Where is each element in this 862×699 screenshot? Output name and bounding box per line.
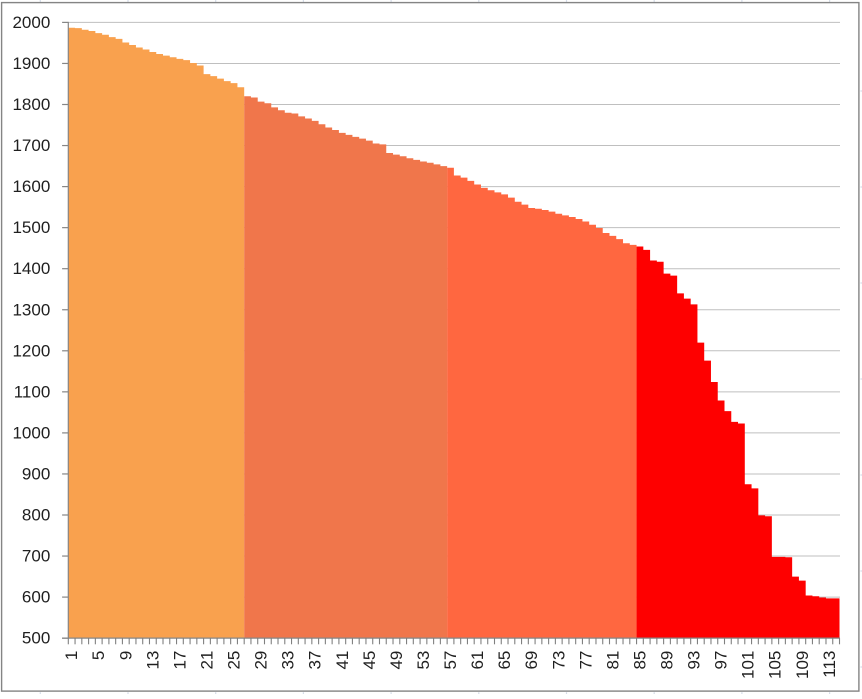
- svg-text:17: 17: [170, 651, 189, 670]
- svg-text:1900: 1900: [12, 54, 50, 73]
- svg-text:105: 105: [766, 651, 785, 679]
- svg-text:57: 57: [441, 651, 460, 670]
- svg-text:21: 21: [197, 651, 216, 670]
- svg-text:73: 73: [549, 651, 568, 670]
- svg-text:5: 5: [89, 651, 108, 660]
- svg-text:500: 500: [22, 629, 50, 648]
- svg-text:85: 85: [630, 651, 649, 670]
- svg-text:9: 9: [116, 651, 135, 660]
- svg-text:800: 800: [22, 506, 50, 525]
- svg-text:61: 61: [468, 651, 487, 670]
- svg-text:97: 97: [712, 651, 731, 670]
- svg-text:1600: 1600: [12, 177, 50, 196]
- svg-text:113: 113: [820, 651, 839, 678]
- svg-text:1700: 1700: [12, 136, 50, 155]
- svg-text:69: 69: [522, 651, 541, 670]
- svg-text:900: 900: [22, 464, 50, 483]
- svg-text:25: 25: [225, 651, 244, 670]
- svg-text:1000: 1000: [12, 423, 50, 442]
- svg-text:2000: 2000: [12, 13, 50, 32]
- svg-text:89: 89: [658, 651, 677, 670]
- svg-text:1400: 1400: [12, 259, 50, 278]
- svg-text:1500: 1500: [12, 218, 50, 237]
- svg-text:29: 29: [252, 651, 271, 670]
- svg-text:65: 65: [495, 651, 514, 670]
- svg-text:1: 1: [62, 651, 81, 660]
- svg-text:53: 53: [414, 651, 433, 670]
- svg-text:77: 77: [576, 651, 595, 670]
- svg-text:700: 700: [22, 547, 50, 566]
- svg-text:45: 45: [360, 651, 379, 670]
- svg-text:49: 49: [387, 651, 406, 670]
- svg-text:33: 33: [279, 651, 298, 670]
- svg-text:101: 101: [739, 651, 758, 679]
- svg-text:600: 600: [22, 588, 50, 607]
- svg-text:37: 37: [306, 651, 325, 670]
- svg-text:109: 109: [793, 651, 812, 679]
- svg-text:93: 93: [685, 651, 704, 670]
- svg-text:13: 13: [143, 651, 162, 670]
- svg-text:1200: 1200: [12, 341, 50, 360]
- svg-text:81: 81: [603, 651, 622, 670]
- svg-text:1800: 1800: [12, 95, 50, 114]
- svg-text:1300: 1300: [12, 300, 50, 319]
- svg-text:41: 41: [333, 651, 352, 670]
- svg-text:1100: 1100: [14, 382, 51, 401]
